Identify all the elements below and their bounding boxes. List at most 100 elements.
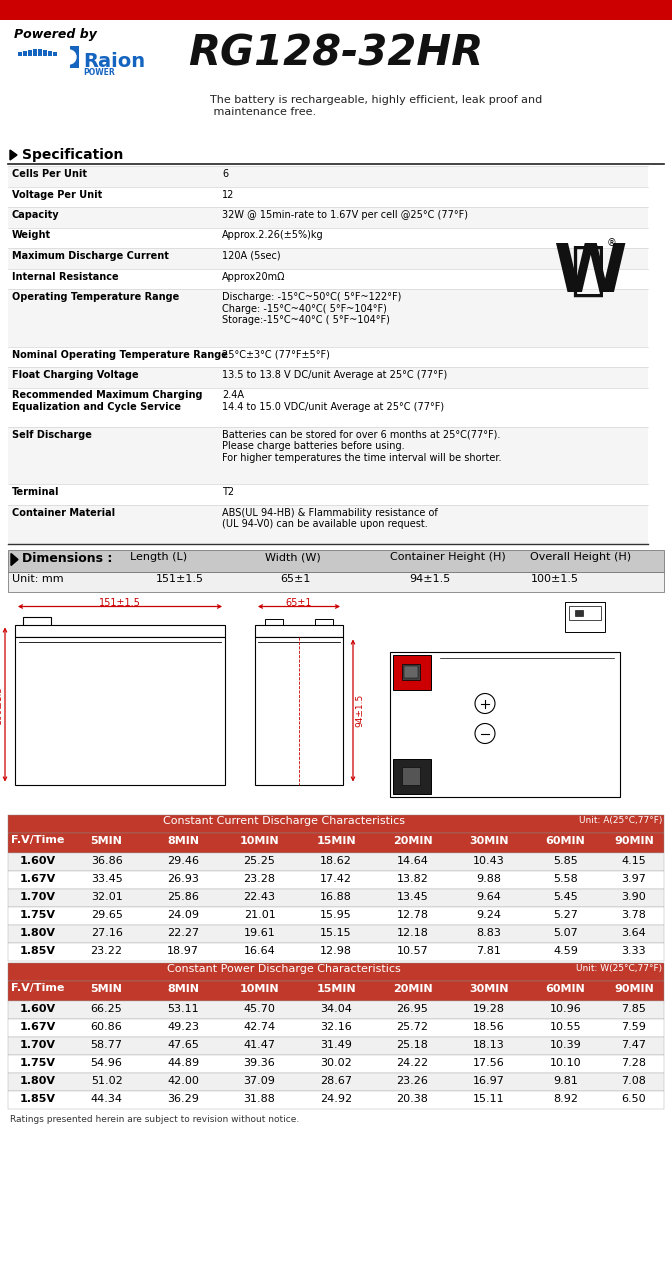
Text: Discharge: -15°C~50°C( 5°F~122°F)
Charge: -15°C~40°C( 5°F~104°F)
Storage:-15°C~4: Discharge: -15°C~50°C( 5°F~122°F) Charge… bbox=[222, 292, 401, 325]
Bar bbox=[402, 767, 420, 785]
Text: 14.64: 14.64 bbox=[396, 855, 429, 865]
Text: Approx20mΩ: Approx20mΩ bbox=[222, 271, 286, 282]
Text: 151±1.5: 151±1.5 bbox=[156, 575, 204, 585]
Text: T2: T2 bbox=[222, 486, 234, 497]
Bar bbox=[8, 814, 664, 832]
Text: 24.09: 24.09 bbox=[167, 910, 199, 919]
Text: Constant Current Discharge Characteristics: Constant Current Discharge Characteristi… bbox=[163, 817, 405, 827]
Text: Approx.2.26(±5%)kg: Approx.2.26(±5%)kg bbox=[222, 230, 324, 241]
Bar bbox=[8, 832, 664, 852]
Text: 31.88: 31.88 bbox=[243, 1093, 276, 1103]
Text: 28.67: 28.67 bbox=[320, 1075, 352, 1085]
Text: Powered by: Powered by bbox=[14, 28, 97, 41]
Text: 9.88: 9.88 bbox=[476, 873, 501, 883]
Text: 25.86: 25.86 bbox=[167, 891, 199, 901]
Bar bbox=[43, 50, 47, 56]
Text: 10.10: 10.10 bbox=[550, 1057, 581, 1068]
Bar bbox=[18, 52, 22, 56]
Text: 1.67V: 1.67V bbox=[20, 873, 56, 883]
Text: 30MIN: 30MIN bbox=[469, 836, 509, 846]
Text: 25.72: 25.72 bbox=[396, 1021, 429, 1032]
Bar bbox=[8, 870, 664, 888]
Text: Operating Temperature Range: Operating Temperature Range bbox=[12, 292, 179, 302]
Text: 5.85: 5.85 bbox=[553, 855, 578, 865]
Text: 49.23: 49.23 bbox=[167, 1021, 199, 1032]
Bar bbox=[8, 347, 648, 367]
Text: 12.18: 12.18 bbox=[396, 928, 429, 937]
Bar bbox=[255, 636, 343, 785]
Text: F.V/Time: F.V/Time bbox=[11, 836, 65, 846]
Text: 20MIN: 20MIN bbox=[392, 983, 432, 993]
Text: Nominal Operating Temperature Range: Nominal Operating Temperature Range bbox=[12, 349, 228, 360]
Text: Container Height (H): Container Height (H) bbox=[390, 553, 506, 562]
Text: 13.5 to 13.8 V DC/unit Average at 25°C (77°F): 13.5 to 13.8 V DC/unit Average at 25°C (… bbox=[222, 370, 448, 380]
Text: 100±1.5: 100±1.5 bbox=[531, 575, 579, 585]
Text: 1.75V: 1.75V bbox=[20, 1057, 56, 1068]
Text: 23.28: 23.28 bbox=[243, 873, 276, 883]
Bar bbox=[23, 51, 27, 56]
Text: 32.01: 32.01 bbox=[91, 891, 122, 901]
Bar bbox=[8, 484, 648, 504]
Text: 3.64: 3.64 bbox=[622, 928, 646, 937]
Text: 4.15: 4.15 bbox=[622, 855, 646, 865]
Text: 3.90: 3.90 bbox=[622, 891, 646, 901]
Text: Overall Height (H): Overall Height (H) bbox=[530, 553, 631, 562]
Text: 25°C±3°C (77°F±5°F): 25°C±3°C (77°F±5°F) bbox=[222, 349, 330, 360]
Text: Container Material: Container Material bbox=[12, 507, 115, 517]
Text: Recommended Maximum Charging
Equalization and Cycle Service: Recommended Maximum Charging Equalizatio… bbox=[12, 390, 202, 412]
Text: 53.11: 53.11 bbox=[167, 1004, 199, 1014]
Text: F.V/Time: F.V/Time bbox=[11, 983, 65, 993]
Text: 33.45: 33.45 bbox=[91, 873, 122, 883]
Bar bbox=[8, 269, 648, 289]
Text: 1.70V: 1.70V bbox=[20, 1039, 56, 1050]
Bar bbox=[390, 652, 620, 796]
Text: 20.38: 20.38 bbox=[396, 1093, 429, 1103]
Text: 32W @ 15min-rate to 1.67V per cell @25°C (77°F): 32W @ 15min-rate to 1.67V per cell @25°C… bbox=[222, 210, 468, 220]
Text: Self Discharge: Self Discharge bbox=[12, 430, 92, 439]
Text: 60MIN: 60MIN bbox=[546, 983, 585, 993]
Text: 12.78: 12.78 bbox=[396, 910, 429, 919]
Bar bbox=[393, 654, 431, 690]
Bar bbox=[8, 1073, 664, 1091]
Bar bbox=[575, 609, 583, 616]
Bar bbox=[255, 625, 343, 636]
Text: 15MIN: 15MIN bbox=[317, 836, 355, 846]
Text: 47.65: 47.65 bbox=[167, 1039, 199, 1050]
Text: 18.62: 18.62 bbox=[320, 855, 352, 865]
Text: 15MIN: 15MIN bbox=[317, 983, 355, 993]
Bar bbox=[402, 663, 420, 680]
Text: 20MIN: 20MIN bbox=[392, 836, 432, 846]
Bar bbox=[8, 1001, 664, 1019]
Bar bbox=[15, 636, 225, 785]
Bar bbox=[8, 1091, 664, 1108]
Text: 18.56: 18.56 bbox=[473, 1021, 505, 1032]
Text: ABS(UL 94-HB) & Flammability resistance of
(UL 94-V0) can be available upon requ: ABS(UL 94-HB) & Flammability resistance … bbox=[222, 507, 437, 529]
Bar bbox=[61, 46, 79, 68]
Circle shape bbox=[62, 50, 76, 64]
Bar bbox=[8, 549, 664, 571]
Text: 8MIN: 8MIN bbox=[167, 983, 199, 993]
Text: Specification: Specification bbox=[22, 148, 124, 163]
Text: 7.28: 7.28 bbox=[622, 1057, 646, 1068]
Bar bbox=[265, 618, 283, 628]
Text: 25.18: 25.18 bbox=[396, 1039, 429, 1050]
Text: 31.49: 31.49 bbox=[320, 1039, 352, 1050]
Text: 13.45: 13.45 bbox=[396, 891, 428, 901]
Text: 7.81: 7.81 bbox=[476, 946, 501, 955]
Text: ®: ® bbox=[607, 238, 617, 248]
Text: 15.11: 15.11 bbox=[473, 1093, 505, 1103]
Bar bbox=[315, 618, 333, 628]
Text: 8.83: 8.83 bbox=[476, 928, 501, 937]
Text: 10.96: 10.96 bbox=[550, 1004, 581, 1014]
Bar bbox=[61, 46, 70, 68]
Text: 1.85V: 1.85V bbox=[20, 1093, 56, 1103]
Bar bbox=[8, 571, 664, 591]
Text: 44.34: 44.34 bbox=[91, 1093, 122, 1103]
Bar bbox=[23, 617, 51, 628]
Text: 90MIN: 90MIN bbox=[614, 836, 654, 846]
Text: 1.80V: 1.80V bbox=[20, 1075, 56, 1085]
Text: W: W bbox=[553, 241, 627, 306]
Bar bbox=[8, 980, 664, 1001]
Text: 120A (5sec): 120A (5sec) bbox=[222, 251, 281, 261]
Bar bbox=[8, 248, 648, 269]
